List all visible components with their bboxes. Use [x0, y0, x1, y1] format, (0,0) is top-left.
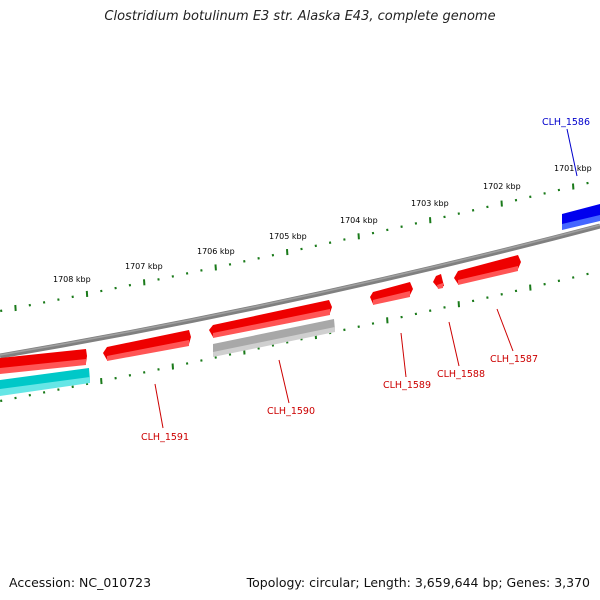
gene-cyan-left-edge[interactable]	[0, 368, 90, 396]
gene-clh-1591[interactable]	[103, 330, 191, 361]
gene-clh-1590-forward[interactable]	[209, 300, 332, 338]
gene-clh-1589[interactable]	[370, 282, 413, 305]
kbp-label-1703: 1703 kbp	[411, 199, 449, 208]
upper-tick-track	[0, 181, 589, 313]
gene-clh-1590[interactable]	[213, 319, 335, 357]
gene-label-clh-1586[interactable]: CLH_1586	[542, 117, 590, 128]
gene-red-left-edge[interactable]	[0, 349, 87, 374]
genome-backbone-highlight	[0, 224, 600, 356]
gene-clh-1586[interactable]	[562, 204, 600, 230]
gene-labels: CLH_1586 CLH_1587 CLH_1588 CLH_1589 CLH_…	[141, 117, 590, 443]
gene-label-clh-1591[interactable]: CLH_1591	[141, 432, 189, 443]
kbp-label-1701: 1701 kbp	[554, 164, 592, 173]
genome-summary-text: Topology: circular; Length: 3,659,644 bp…	[246, 575, 590, 590]
genome-backbone	[0, 223, 600, 359]
label-leaders	[154, 128, 578, 429]
genome-title: Clostridium botulinum E3 str. Alaska E43…	[104, 9, 496, 24]
kbp-labels: 1701 kbp 1702 kbp 1703 kbp 1704 kbp 1705…	[53, 164, 592, 284]
gene-clh-1588[interactable]	[433, 274, 444, 289]
gene-clh-1587[interactable]	[454, 255, 521, 285]
gene-label-clh-1587[interactable]: CLH_1587	[490, 354, 538, 365]
gene-label-clh-1588[interactable]: CLH_1588	[437, 369, 485, 380]
kbp-label-1705: 1705 kbp	[269, 232, 307, 241]
kbp-label-1702: 1702 kbp	[483, 182, 521, 191]
kbp-label-1707: 1707 kbp	[125, 262, 163, 271]
gene-label-clh-1589[interactable]: CLH_1589	[383, 380, 431, 391]
kbp-label-1706: 1706 kbp	[197, 247, 235, 256]
accession-text: Accession: NC_010723	[9, 575, 152, 590]
gene-label-clh-1590[interactable]: CLH_1590	[267, 406, 315, 417]
kbp-label-1708: 1708 kbp	[53, 275, 91, 284]
kbp-label-1704: 1704 kbp	[340, 216, 378, 225]
